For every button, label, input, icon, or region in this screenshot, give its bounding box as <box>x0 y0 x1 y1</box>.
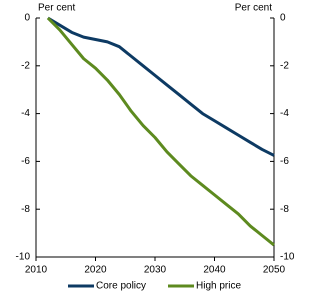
legend-label: Core policy <box>96 281 146 292</box>
x-tick-label: 2040 <box>203 265 226 276</box>
y-tick-label: -10 <box>16 252 31 263</box>
legend-label: High price <box>196 281 241 292</box>
y-tick-label: 0 <box>24 13 30 24</box>
y2-tick-label: -8 <box>280 204 289 215</box>
line-series <box>46 16 275 247</box>
x-tick-label: 2010 <box>25 265 48 276</box>
chart: Per cent Per cent 0 -2 -4 -6 -8 -10 0 -2 -4 -6 -8 -… <box>16 3 295 292</box>
x-tick-label: 2020 <box>84 265 107 276</box>
y2-tick-label: -10 <box>280 252 295 263</box>
x-tick-label: 2030 <box>144 265 167 276</box>
y-axis-label: Per cent <box>38 3 75 14</box>
y2-tick-label: -6 <box>280 156 289 167</box>
y-tick-label: -8 <box>21 204 30 215</box>
x-tick-label: 2050 <box>263 265 286 276</box>
y-tick-label: -4 <box>21 108 30 119</box>
line-series <box>47 16 275 157</box>
y2-tick-label: -2 <box>280 60 289 71</box>
y-tick-label: -2 <box>21 60 30 71</box>
y2-tick-label: 0 <box>280 13 286 24</box>
y-tick-label: -6 <box>21 156 30 167</box>
y2-axis-label: Per cent <box>235 3 272 14</box>
y2-tick-label: -4 <box>280 108 289 119</box>
